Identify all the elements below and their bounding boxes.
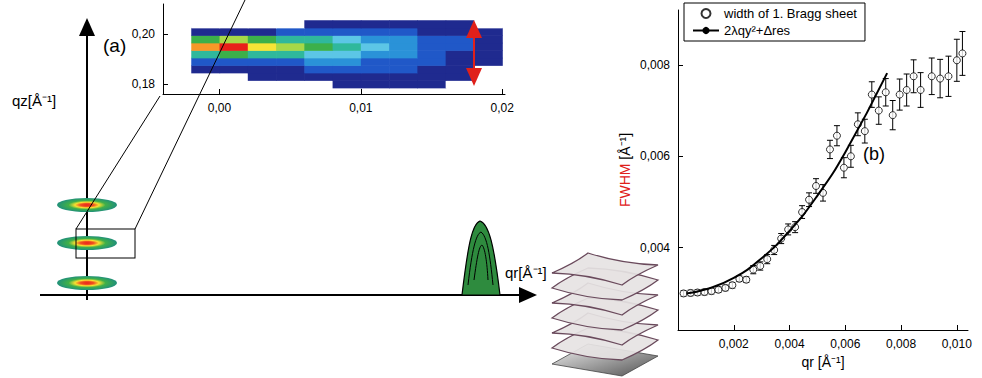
svg-text:[Å⁻¹]: [Å⁻¹]: [617, 133, 633, 160]
svg-text:0,006: 0,006: [640, 149, 670, 163]
svg-text:FWHM: FWHM: [617, 164, 633, 208]
svg-text:0,008: 0,008: [886, 337, 916, 351]
svg-text:2λqy²+Δres: 2λqy²+Δres: [724, 23, 791, 38]
svg-text:0,002: 0,002: [719, 337, 749, 351]
svg-text:width of 1. Bragg sheet: width of 1. Bragg sheet: [723, 6, 857, 21]
svg-text:0,004: 0,004: [640, 241, 670, 255]
svg-text:0,00: 0,00: [208, 101, 232, 115]
svg-text:0,006: 0,006: [830, 337, 860, 351]
svg-text:(a): (a): [103, 35, 126, 56]
svg-text:0,18: 0,18: [132, 77, 156, 91]
svg-text:0,02: 0,02: [490, 101, 514, 115]
svg-text:0,01: 0,01: [349, 101, 373, 115]
svg-text:(b): (b): [863, 144, 885, 164]
svg-text:qz[Å⁻¹]: qz[Å⁻¹]: [12, 92, 56, 109]
svg-text:qr[Å⁻¹]: qr[Å⁻¹]: [505, 264, 547, 281]
svg-text:0,004: 0,004: [775, 337, 805, 351]
svg-text:qr [Å⁻¹]: qr [Å⁻¹]: [801, 354, 844, 370]
svg-text:0,008: 0,008: [640, 58, 670, 72]
svg-text:0,20: 0,20: [132, 27, 156, 41]
svg-text:0,010: 0,010: [942, 337, 972, 351]
